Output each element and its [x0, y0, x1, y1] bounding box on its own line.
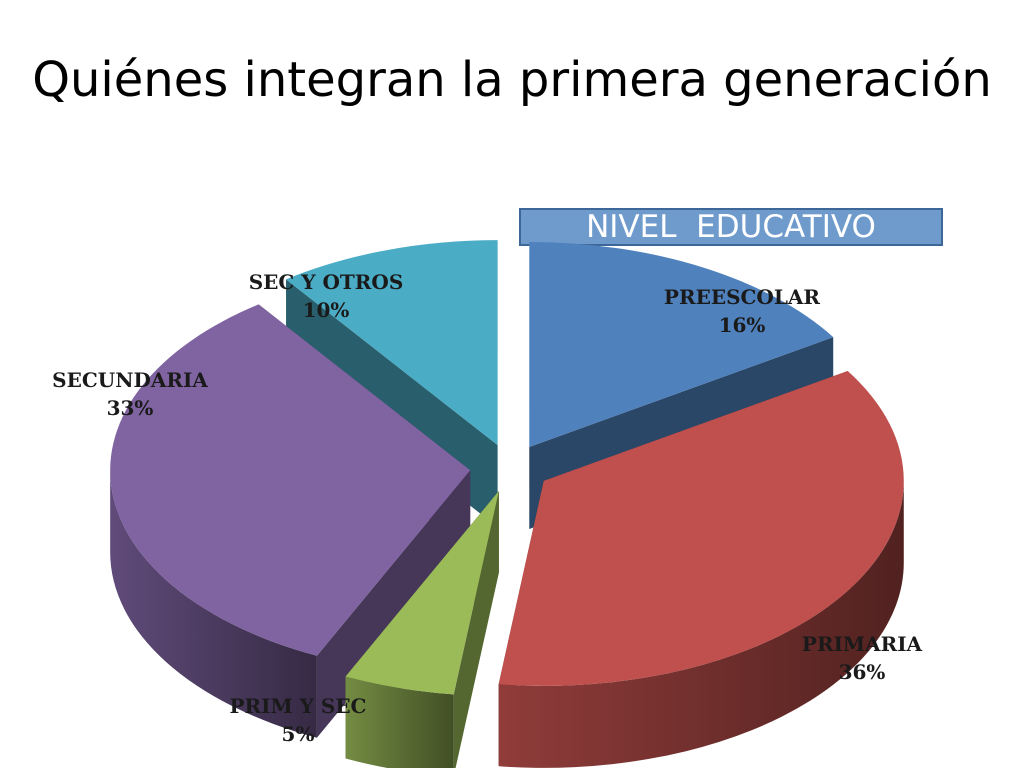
slice-label-preescolar: PREESCOLAR 16% — [642, 283, 842, 339]
slice-percent: 36% — [838, 660, 886, 684]
slice-name: PREESCOLAR — [663, 285, 821, 309]
slice-percent: 10% — [302, 298, 350, 322]
slice-label-secundaria: SECUNDARIA 33% — [40, 366, 220, 422]
slice-label-sec-y-otros: SEC Y OTROS 10% — [226, 268, 426, 324]
pie-slices — [110, 240, 904, 768]
chart-legend-title: NIVEL EDUCATIVO — [519, 208, 943, 246]
slice-label-primaria: PRIMARIA 36% — [772, 630, 952, 686]
slice-percent: 33% — [106, 396, 154, 420]
slice-name: SECUNDARIA — [52, 368, 208, 392]
slice-percent: 5% — [281, 722, 315, 746]
slice-name: SEC Y OTROS — [248, 270, 404, 294]
slice-percent: 16% — [718, 313, 766, 337]
slide-title: Quiénes integran la primera generación — [32, 52, 992, 108]
slice-label-prim-y-sec: PRIM Y SEC 5% — [208, 692, 388, 748]
pie-slice-primaria — [498, 371, 904, 768]
slice-name: PRIM Y SEC — [229, 694, 367, 718]
pie-slice-prim-y-sec — [345, 491, 499, 768]
slice-name: PRIMARIA — [801, 632, 923, 656]
